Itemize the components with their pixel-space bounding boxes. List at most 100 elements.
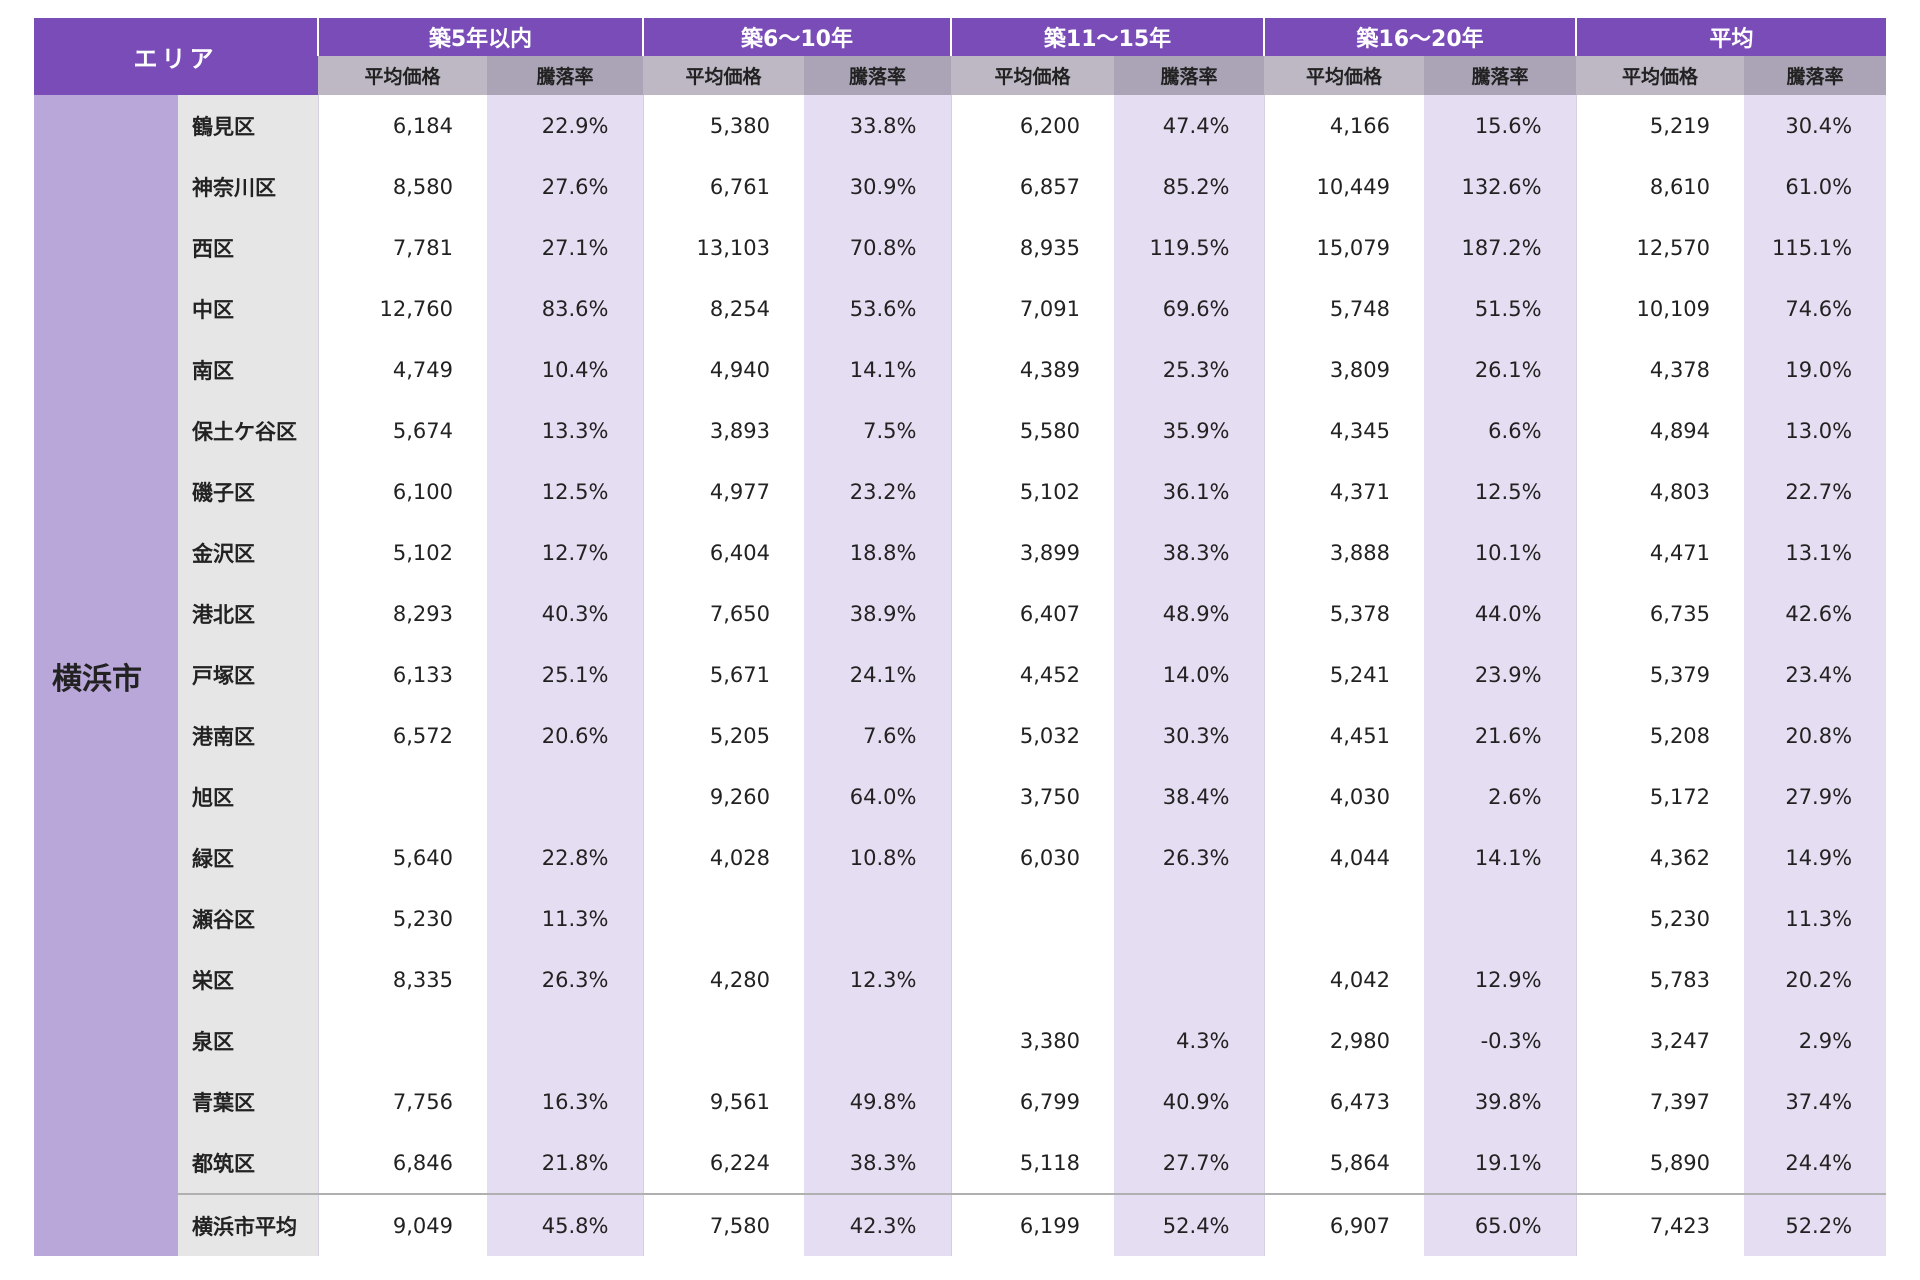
price-cell: 4,345 <box>1263 400 1425 461</box>
rate-cell: 70.8% <box>804 217 951 278</box>
rate-cell: 13.0% <box>1744 400 1887 461</box>
price-cell: 8,935 <box>950 217 1114 278</box>
rate-cell: 35.9% <box>1114 400 1265 461</box>
rate-cell: 7.5% <box>804 400 951 461</box>
price-cell: 6,761 <box>642 156 804 217</box>
price-cell: 5,890 <box>1575 1132 1745 1194</box>
price-cell: 5,380 <box>642 95 804 156</box>
sub-header: 騰落率 <box>1114 56 1265 95</box>
data-row: 横浜市 鶴見区 6,184 22.9% 5,380 33.8% 6,200 47.4% 4,16… <box>34 95 1887 1256</box>
rate-cell <box>1424 888 1577 949</box>
price-cell: 5,118 <box>950 1132 1114 1194</box>
rate-cell: 69.6% <box>1114 278 1265 339</box>
price-cell: 8,335 <box>317 949 487 1010</box>
rate-cell: 2.9% <box>1744 1010 1887 1071</box>
rate-cell: 12.5% <box>1424 461 1577 522</box>
price-cell: 3,893 <box>642 400 804 461</box>
sub-header: 騰落率 <box>1744 56 1887 95</box>
rate-cell: 187.2% <box>1424 217 1577 278</box>
rate-cell: 47.4% <box>1114 95 1265 156</box>
data-row: 戸塚区 6,133 25.1% 5,671 24.1% 4,452 14.0% 5,241 23… <box>34 644 1887 705</box>
rate-cell: 44.0% <box>1424 583 1577 644</box>
rate-cell: 15.6% <box>1424 95 1577 156</box>
rate-cell: 20.6% <box>487 705 643 766</box>
rate-cell: 12.3% <box>804 949 951 1010</box>
price-cell: 7,756 <box>317 1071 487 1132</box>
price-cell: 6,404 <box>642 522 804 583</box>
price-cell: 4,362 <box>1575 827 1745 888</box>
sub-header: 平均価格 <box>951 56 1114 95</box>
rate-cell: 27.7% <box>1114 1132 1265 1194</box>
price-cell: 9,260 <box>642 766 804 827</box>
rate-cell: 49.8% <box>804 1071 951 1132</box>
header-row: エリア 築5年以内 築6〜10年 築11〜15年 築16〜20年 平均 <box>34 18 1887 95</box>
price-cell: 6,199 <box>950 1193 1114 1256</box>
ward-name: 港北区 <box>178 583 318 644</box>
rate-cell: 65.0% <box>1424 1193 1577 1256</box>
rate-cell: 10.4% <box>487 339 643 400</box>
data-row: 横浜市平均 9,049 45.8% 7,580 42.3% 6,199 52.4% 6,907… <box>34 1193 1887 1256</box>
rate-cell: 13.3% <box>487 400 643 461</box>
ward-name: 戸塚区 <box>178 644 318 705</box>
ward-name: 西区 <box>178 217 318 278</box>
area-cell: 横浜市 <box>34 95 178 1256</box>
group-header: 築11〜15年 <box>949 18 1265 56</box>
rate-cell <box>1114 949 1265 1010</box>
ward-name: 保土ケ谷区 <box>178 400 318 461</box>
rate-cell: 22.9% <box>487 95 643 156</box>
rate-cell <box>804 1010 951 1071</box>
rate-cell: 22.8% <box>487 827 643 888</box>
price-cell: 5,864 <box>1263 1132 1425 1194</box>
price-cell: 6,200 <box>950 95 1114 156</box>
rate-cell: 38.9% <box>804 583 951 644</box>
ward-name: 青葉区 <box>178 1071 318 1132</box>
sub-header: 騰落率 <box>487 56 643 95</box>
price-cell <box>317 1010 487 1071</box>
price-cell: 5,671 <box>642 644 804 705</box>
price-cell: 2,980 <box>1263 1010 1425 1071</box>
group-header: 平均 <box>1575 18 1887 56</box>
ward-name: 緑区 <box>178 827 318 888</box>
rate-cell: 14.0% <box>1114 644 1265 705</box>
sub-header: 騰落率 <box>1424 56 1577 95</box>
data-row: 緑区 5,640 22.8% 4,028 10.8% 6,030 26.3% 4,044 14.… <box>34 827 1887 888</box>
rate-cell: 132.6% <box>1424 156 1577 217</box>
price-cell: 4,749 <box>317 339 487 400</box>
table-header: エリア 築5年以内 築6〜10年 築11〜15年 築16〜20年 平均 平均価格 騰落率 平均価… <box>34 18 1887 95</box>
rate-cell: 4.3% <box>1114 1010 1265 1071</box>
rate-cell: 27.6% <box>487 156 643 217</box>
rate-cell: 23.9% <box>1424 644 1577 705</box>
group-header: 築6〜10年 <box>642 18 951 56</box>
rate-cell: 11.3% <box>487 888 643 949</box>
ward-name: 栄区 <box>178 949 318 1010</box>
price-cell: 7,650 <box>642 583 804 644</box>
price-cell: 4,389 <box>950 339 1114 400</box>
price-cell: 5,674 <box>317 400 487 461</box>
sub-header: 平均価格 <box>318 56 487 95</box>
price-cell: 12,570 <box>1575 217 1745 278</box>
rate-cell: 52.2% <box>1744 1193 1887 1256</box>
price-cell: 5,219 <box>1575 95 1745 156</box>
price-cell: 7,781 <box>317 217 487 278</box>
ward-name: 鶴見区 <box>178 95 318 156</box>
rate-cell: 10.8% <box>804 827 951 888</box>
data-row: 栄区 8,335 26.3% 4,280 12.3% 4,042 12.9% 5,783 20.… <box>34 949 1887 1010</box>
rate-cell: 42.3% <box>804 1193 951 1256</box>
price-cell: 6,907 <box>1263 1193 1425 1256</box>
rate-cell: 30.3% <box>1114 705 1265 766</box>
price-cell <box>950 888 1114 949</box>
sub-header: 平均価格 <box>1264 56 1425 95</box>
price-cell: 4,044 <box>1263 827 1425 888</box>
price-cell: 3,899 <box>950 522 1114 583</box>
data-row: 港北区 8,293 40.3% 7,650 38.9% 6,407 48.9% 5,378 44… <box>34 583 1887 644</box>
price-cell: 6,572 <box>317 705 487 766</box>
price-cell: 5,640 <box>317 827 487 888</box>
price-cell: 8,580 <box>317 156 487 217</box>
rate-cell <box>487 1010 643 1071</box>
rate-cell: 10.1% <box>1424 522 1577 583</box>
data-row: 都筑区 6,846 21.8% 6,224 38.3% 5,118 27.7% 5,864 19… <box>34 1132 1887 1194</box>
table-body: 横浜市 鶴見区 6,184 22.9% 5,380 33.8% 6,200 47.4% 4,16… <box>34 95 1887 1256</box>
price-cell: 4,451 <box>1263 705 1425 766</box>
price-cell: 5,208 <box>1575 705 1745 766</box>
